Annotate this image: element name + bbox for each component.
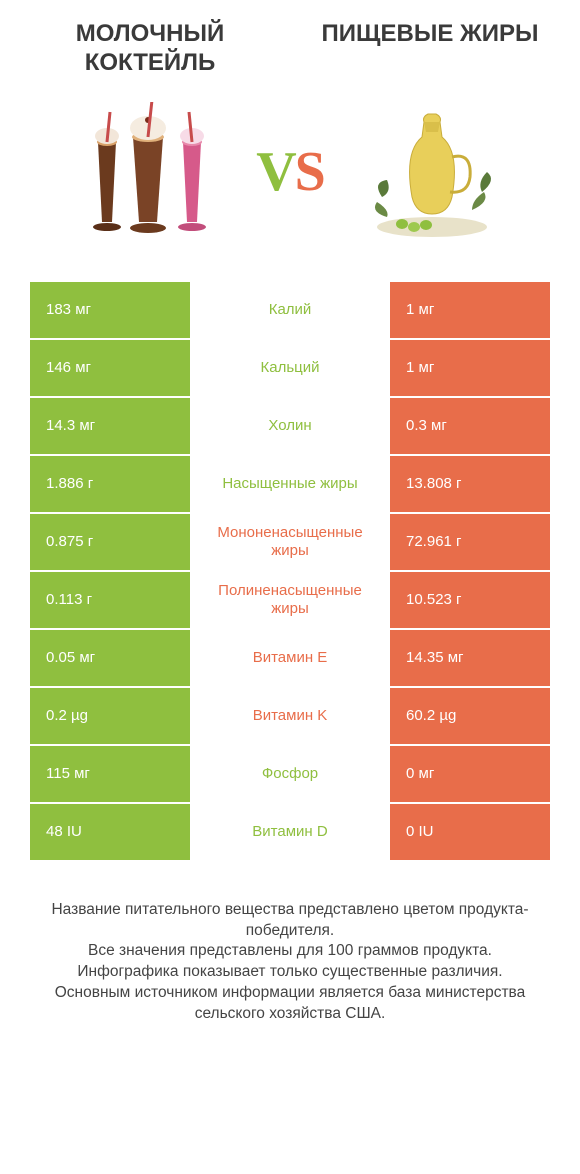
left-value: 183 мг	[30, 282, 190, 338]
table-row: 48 IUВитамин D0 IU	[30, 804, 550, 860]
right-value: 10.523 г	[390, 572, 550, 628]
right-value: 13.808 г	[390, 456, 550, 512]
infographic-container: МОЛОЧНЫЙ КОКТЕЙЛЬ ПИЩЕВЫЕ ЖИРЫ	[0, 0, 580, 1045]
table-row: 0.875 гМононенасыщенные жиры72.961 г	[30, 514, 550, 570]
table-row: 0.113 гПолиненасыщенные жиры10.523 г	[30, 572, 550, 628]
left-title: МОЛОЧНЫЙ КОКТЕЙЛЬ	[30, 20, 270, 78]
nutrient-name: Кальций	[190, 340, 390, 396]
left-value: 115 мг	[30, 746, 190, 802]
nutrient-name: Витамин E	[190, 630, 390, 686]
table-row: 115 мгФосфор0 мг	[30, 746, 550, 802]
nutrient-name: Калий	[190, 282, 390, 338]
vs-s: S	[295, 141, 324, 203]
table-row: 14.3 мгХолин0.3 мг	[30, 398, 550, 454]
left-value: 0.875 г	[30, 514, 190, 570]
nutrient-name: Насыщенные жиры	[190, 456, 390, 512]
left-value: 1.886 г	[30, 456, 190, 512]
table-row: 1.886 гНасыщенные жиры13.808 г	[30, 456, 550, 512]
table-row: 0.2 µgВитамин K60.2 µg	[30, 688, 550, 744]
vs-label: VS	[256, 140, 324, 204]
right-value: 72.961 г	[390, 514, 550, 570]
nutrient-name: Холин	[190, 398, 390, 454]
table-row: 0.05 мгВитамин E14.35 мг	[30, 630, 550, 686]
right-value: 1 мг	[390, 340, 550, 396]
hero-row: VS	[30, 102, 550, 242]
right-title: ПИЩЕВЫЕ ЖИРЫ	[310, 20, 550, 49]
right-value: 0.3 мг	[390, 398, 550, 454]
milkshake-icon	[68, 102, 228, 242]
right-value: 14.35 мг	[390, 630, 550, 686]
nutrient-name: Витамин K	[190, 688, 390, 744]
nutrient-name: Витамин D	[190, 804, 390, 860]
header: МОЛОЧНЫЙ КОКТЕЙЛЬ ПИЩЕВЫЕ ЖИРЫ	[30, 20, 550, 78]
nutrient-name: Фосфор	[190, 746, 390, 802]
footer-text: Название питательного вещества представл…	[30, 900, 550, 1026]
left-value: 14.3 мг	[30, 398, 190, 454]
right-value: 0 IU	[390, 804, 550, 860]
table-row: 146 мгКальций1 мг	[30, 340, 550, 396]
oil-icon	[352, 102, 512, 242]
left-value: 146 мг	[30, 340, 190, 396]
right-image	[324, 102, 540, 242]
table-row: 183 мгКалий1 мг	[30, 282, 550, 338]
nutrient-name: Полиненасыщенные жиры	[190, 572, 390, 628]
nutrient-name: Мононенасыщенные жиры	[190, 514, 390, 570]
left-image	[40, 102, 256, 242]
left-value: 48 IU	[30, 804, 190, 860]
left-value: 0.2 µg	[30, 688, 190, 744]
vs-v: V	[256, 141, 294, 203]
right-value: 0 мг	[390, 746, 550, 802]
left-value: 0.05 мг	[30, 630, 190, 686]
comparison-table: 183 мгКалий1 мг146 мгКальций1 мг14.3 мгХ…	[30, 282, 550, 860]
left-value: 0.113 г	[30, 572, 190, 628]
right-value: 60.2 µg	[390, 688, 550, 744]
right-value: 1 мг	[390, 282, 550, 338]
